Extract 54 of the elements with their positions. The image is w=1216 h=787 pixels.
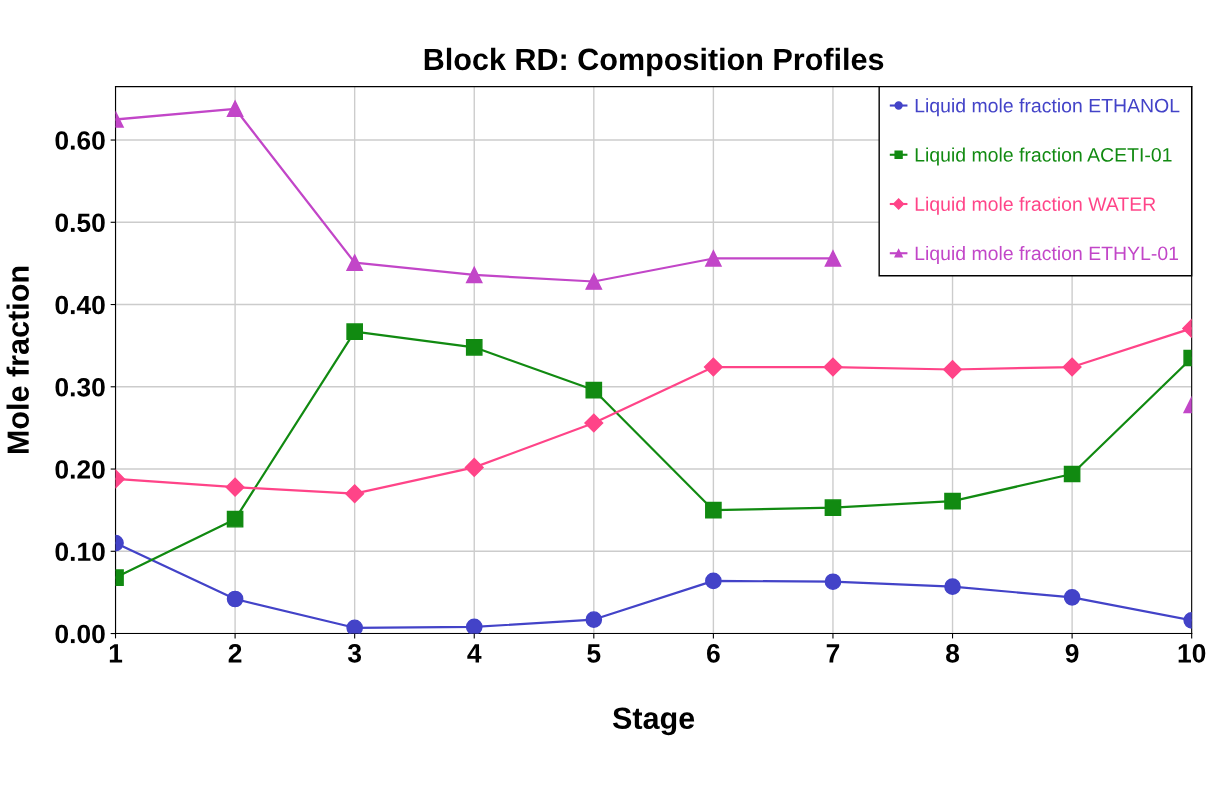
point [225,477,245,497]
point [1063,589,1081,606]
x-tick-label: 4 [467,644,482,663]
point [824,499,842,517]
x-tick-label: 6 [707,643,720,663]
legend-label: Liquid mole fraction ACETI-01 [915,147,1172,166]
y-tick-label: 0.40 [55,295,105,315]
legend-label: Liquid mole fraction ETHANOL [915,98,1180,117]
x-tick-label: 10 [1178,643,1206,663]
point [944,578,961,595]
x-tick-label: 3 [347,643,362,663]
point [226,590,244,608]
y-tick-label: 0.00 [55,624,105,644]
point [705,572,722,590]
x-tick-label: 1 [109,644,123,663]
chart-title: Block RD: Composition Profiles [424,47,884,77]
point [465,618,483,634]
point [705,501,722,519]
point [585,273,603,290]
point [345,484,365,504]
x-tick-label: 7 [826,644,840,663]
point [1062,357,1082,377]
point [584,413,604,433]
point [705,250,722,267]
point [346,323,364,341]
y-tick-label: 0.20 [55,460,105,479]
y-tick-label: 0.50 [55,213,105,233]
x-axis-title: Stage [612,707,695,736]
point [823,357,843,377]
x-tick-label: 8 [946,643,960,663]
point [824,573,842,591]
point [464,457,484,477]
y-tick-label: 0.10 [55,542,105,562]
point [465,338,483,356]
point [585,611,603,628]
x-tick-label: 5 [587,644,601,663]
point [942,359,963,380]
legend-label: Liquid mole fraction ETHYL-01 [915,245,1179,265]
point [1063,465,1081,483]
point [346,619,364,634]
point [226,100,244,118]
legend-label: Liquid mole fraction WATER [915,196,1156,215]
point [585,381,603,399]
x-tick-label: 9 [1065,643,1079,663]
point [346,254,364,271]
point [824,250,842,267]
point [944,492,961,510]
y-tick-label: 0.60 [55,131,105,150]
point [226,510,244,528]
x-tick-label: 2 [228,643,242,663]
point [465,266,483,284]
point [703,357,723,377]
y-tick-label: 0.30 [55,377,105,397]
y-axis-title: Mole fraction [6,266,29,454]
